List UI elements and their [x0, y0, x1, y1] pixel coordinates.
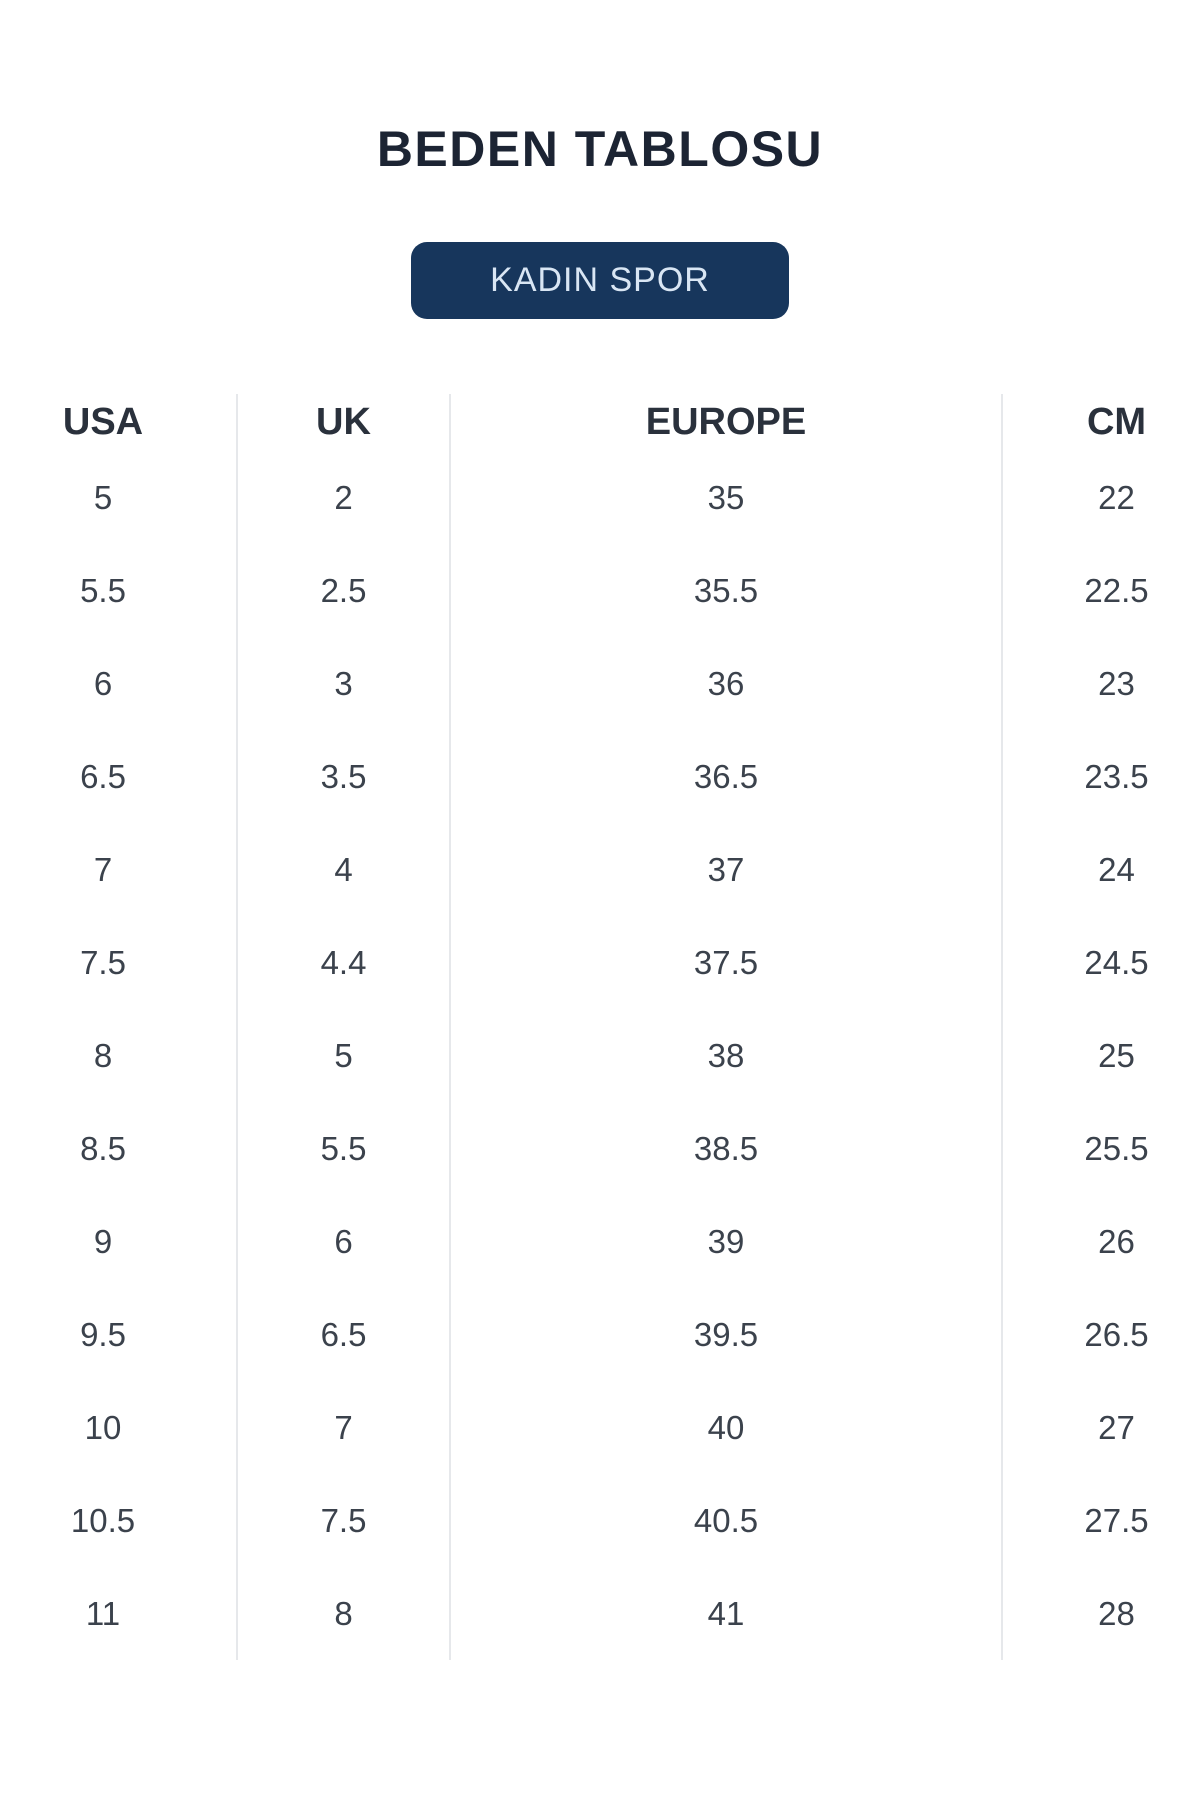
size-cell-cm-row8: 26	[1098, 1222, 1135, 1260]
size-cell-usa-row7: 8.5	[0, 1102, 238, 1195]
size-cell-europe-row2: 36	[451, 637, 1003, 730]
size-cell-uk-row1: 2.5	[238, 544, 451, 637]
size-table-wrap: USA UK EUROPE CM 5 2 35 22 5.5 2.5 35.5 22.5 6 3 36 23 6…	[0, 394, 1200, 1660]
size-cell-europe-row11: 40.5	[451, 1474, 1003, 1567]
size-cell-usa-row11: 10.5	[0, 1474, 238, 1567]
size-cell-cm-row7: 25.5	[1084, 1129, 1149, 1167]
size-cell-uk-row2: 3	[238, 637, 451, 730]
size-cell-uk-row8: 6	[238, 1195, 451, 1288]
size-cell-usa-row3: 6.5	[0, 730, 238, 823]
size-cell-cm-row10: 27	[1098, 1408, 1135, 1446]
size-cell-uk-row3: 3.5	[238, 730, 451, 823]
size-cell-europe-row4: 37	[451, 823, 1003, 916]
size-cell-europe-row7: 38.5	[451, 1102, 1003, 1195]
size-cell-uk-row12: 8	[238, 1567, 451, 1660]
size-cell-usa-row9: 9.5	[0, 1288, 238, 1381]
size-table: USA UK EUROPE CM 5 2 35 22 5.5 2.5 35.5 22.5 6 3 36 23 6…	[0, 394, 1200, 1660]
size-cell-uk-row6: 5	[238, 1009, 451, 1102]
size-cell-uk-row10: 7	[238, 1381, 451, 1474]
size-cell-cm-row4: 24	[1098, 850, 1135, 888]
size-cell-europe-row10: 40	[451, 1381, 1003, 1474]
size-cell-europe-row3: 36.5	[451, 730, 1003, 823]
size-cell-cm-row0: 22	[1098, 478, 1135, 516]
size-cell-cm-row1: 22.5	[1084, 571, 1149, 609]
category-button-kadin-spor[interactable]: KADIN SPOR	[411, 242, 789, 319]
size-chart-page: BEDEN TABLOSU KADIN SPOR USA UK EUROPE CM 5 2…	[0, 120, 1200, 1800]
size-cell-cm-row9: 26.5	[1084, 1315, 1149, 1353]
size-cell-cm-row5: 24.5	[1084, 943, 1149, 981]
size-cell-europe-row8: 39	[451, 1195, 1003, 1288]
size-cell-usa-row4: 7	[0, 823, 238, 916]
size-cell-europe-row9: 39.5	[451, 1288, 1003, 1381]
size-cell-usa-row6: 8	[0, 1009, 238, 1102]
column-header-cm: CM	[1086, 401, 1147, 443]
size-cell-uk-row11: 7.5	[238, 1474, 451, 1567]
column-header-usa: USA	[0, 394, 238, 451]
size-cell-usa-row8: 9	[0, 1195, 238, 1288]
page-title: BEDEN TABLOSU	[376, 121, 824, 177]
size-cell-usa-row5: 7.5	[0, 916, 238, 1009]
size-cell-uk-row0: 2	[238, 451, 451, 544]
size-cell-cm-row11: 27.5	[1084, 1501, 1149, 1539]
size-cell-europe-row0: 35	[451, 451, 1003, 544]
size-cell-uk-row5: 4.4	[238, 916, 451, 1009]
size-cell-usa-row10: 10	[0, 1381, 238, 1474]
size-cell-europe-row1: 35.5	[451, 544, 1003, 637]
size-cell-usa-row1: 5.5	[0, 544, 238, 637]
size-cell-cm-row6: 25	[1098, 1036, 1135, 1074]
size-cell-usa-row12: 11	[0, 1567, 238, 1660]
size-cell-europe-row6: 38	[451, 1009, 1003, 1102]
size-cell-uk-row7: 5.5	[238, 1102, 451, 1195]
size-cell-cm-row3: 23.5	[1084, 757, 1149, 795]
size-cell-usa-row0: 5	[0, 451, 238, 544]
size-cell-uk-row4: 4	[238, 823, 451, 916]
size-cell-cm-row2: 23	[1098, 664, 1135, 702]
column-header-uk: UK	[238, 394, 451, 451]
size-cell-usa-row2: 6	[0, 637, 238, 730]
size-cell-europe-row12: 41	[451, 1567, 1003, 1660]
size-cell-uk-row9: 6.5	[238, 1288, 451, 1381]
size-cell-europe-row5: 37.5	[451, 916, 1003, 1009]
size-cell-cm-row12: 28	[1098, 1594, 1135, 1632]
column-header-europe: EUROPE	[451, 394, 1003, 451]
